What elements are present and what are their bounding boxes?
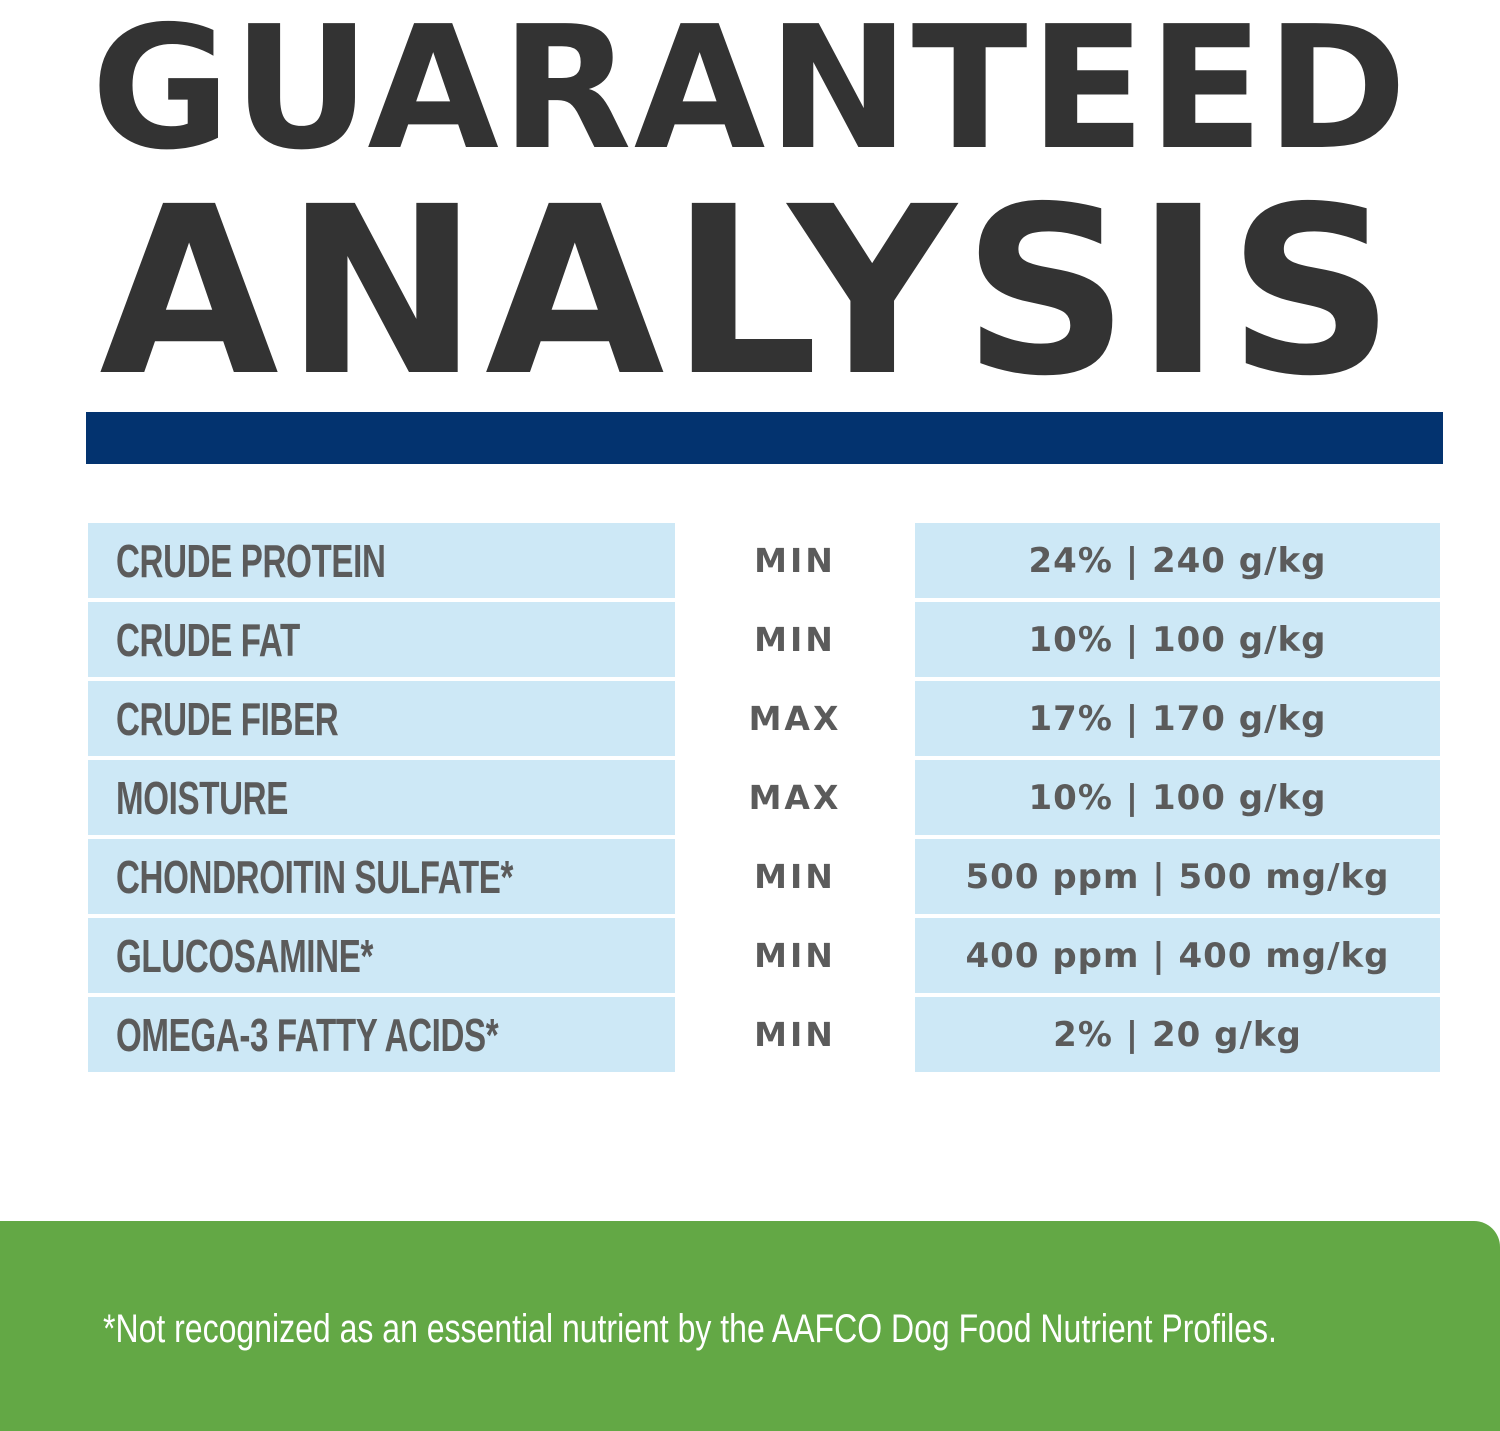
guaranteed-analysis-table: CRUDE PROTEIN MIN 24% | 240 g/kg CRUDE F… bbox=[88, 523, 1440, 1076]
nutrient-name-cell: MOISTURE bbox=[88, 760, 675, 835]
nutrient-name-cell: GLUCOSAMINE* bbox=[88, 918, 675, 993]
nutrient-name-cell: CRUDE PROTEIN bbox=[88, 523, 675, 598]
table-row: OMEGA-3 FATTY ACIDS* MIN 2% | 20 g/kg bbox=[88, 997, 1440, 1072]
table-row: GLUCOSAMINE* MIN 400 ppm | 400 mg/kg bbox=[88, 918, 1440, 993]
nutrient-value: 400 ppm | 400 mg/kg bbox=[915, 918, 1440, 993]
table-row: CRUDE PROTEIN MIN 24% | 240 g/kg bbox=[88, 523, 1440, 598]
min-max-label: MIN bbox=[754, 936, 836, 975]
min-max-label: MAX bbox=[748, 699, 842, 738]
min-max-label: MAX bbox=[748, 778, 842, 817]
min-max-label: MIN bbox=[754, 541, 836, 580]
min-max-label: MIN bbox=[754, 1015, 836, 1054]
min-max-label: MIN bbox=[754, 857, 836, 896]
nutrient-value: 24% | 240 g/kg bbox=[915, 523, 1440, 598]
nutrient-name: CRUDE FIBER bbox=[116, 692, 339, 745]
min-max-label: MIN bbox=[754, 620, 836, 659]
nutrient-name-cell: CHONDROITIN SULFATE* bbox=[88, 839, 675, 914]
footnote-banner: *Not recognized as an essential nutrient… bbox=[0, 1221, 1500, 1431]
nutrient-name: MOISTURE bbox=[116, 771, 288, 824]
nutrient-value: 500 ppm | 500 mg/kg bbox=[915, 839, 1440, 914]
table-row: CRUDE FAT MIN 10% | 100 g/kg bbox=[88, 602, 1440, 677]
title-divider-bar bbox=[86, 412, 1443, 464]
table-row: CHONDROITIN SULFATE* MIN 500 ppm | 500 m… bbox=[88, 839, 1440, 914]
nutrient-name-cell: CRUDE FIBER bbox=[88, 681, 675, 756]
page-title-line-1: GUARANTEED bbox=[91, 0, 1409, 188]
nutrient-name: OMEGA-3 FATTY ACIDS* bbox=[116, 1008, 499, 1061]
nutrient-value: 17% | 170 g/kg bbox=[915, 681, 1440, 756]
table-row: CRUDE FIBER MAX 17% | 170 g/kg bbox=[88, 681, 1440, 756]
table-row: MOISTURE MAX 10% | 100 g/kg bbox=[88, 760, 1440, 835]
page-title-line-2: ANALYSIS bbox=[99, 157, 1401, 427]
nutrient-name: CRUDE PROTEIN bbox=[116, 534, 386, 587]
footnote-text: *Not recognized as an essential nutrient… bbox=[103, 1307, 1277, 1351]
nutrient-value: 2% | 20 g/kg bbox=[915, 997, 1440, 1072]
nutrient-value: 10% | 100 g/kg bbox=[915, 760, 1440, 835]
nutrient-name: CRUDE FAT bbox=[116, 613, 300, 666]
nutrient-value: 10% | 100 g/kg bbox=[915, 602, 1440, 677]
nutrient-name: GLUCOSAMINE* bbox=[116, 929, 373, 982]
nutrient-name-cell: CRUDE FAT bbox=[88, 602, 675, 677]
nutrient-name: CHONDROITIN SULFATE* bbox=[116, 850, 513, 903]
nutrient-name-cell: OMEGA-3 FATTY ACIDS* bbox=[88, 997, 675, 1072]
